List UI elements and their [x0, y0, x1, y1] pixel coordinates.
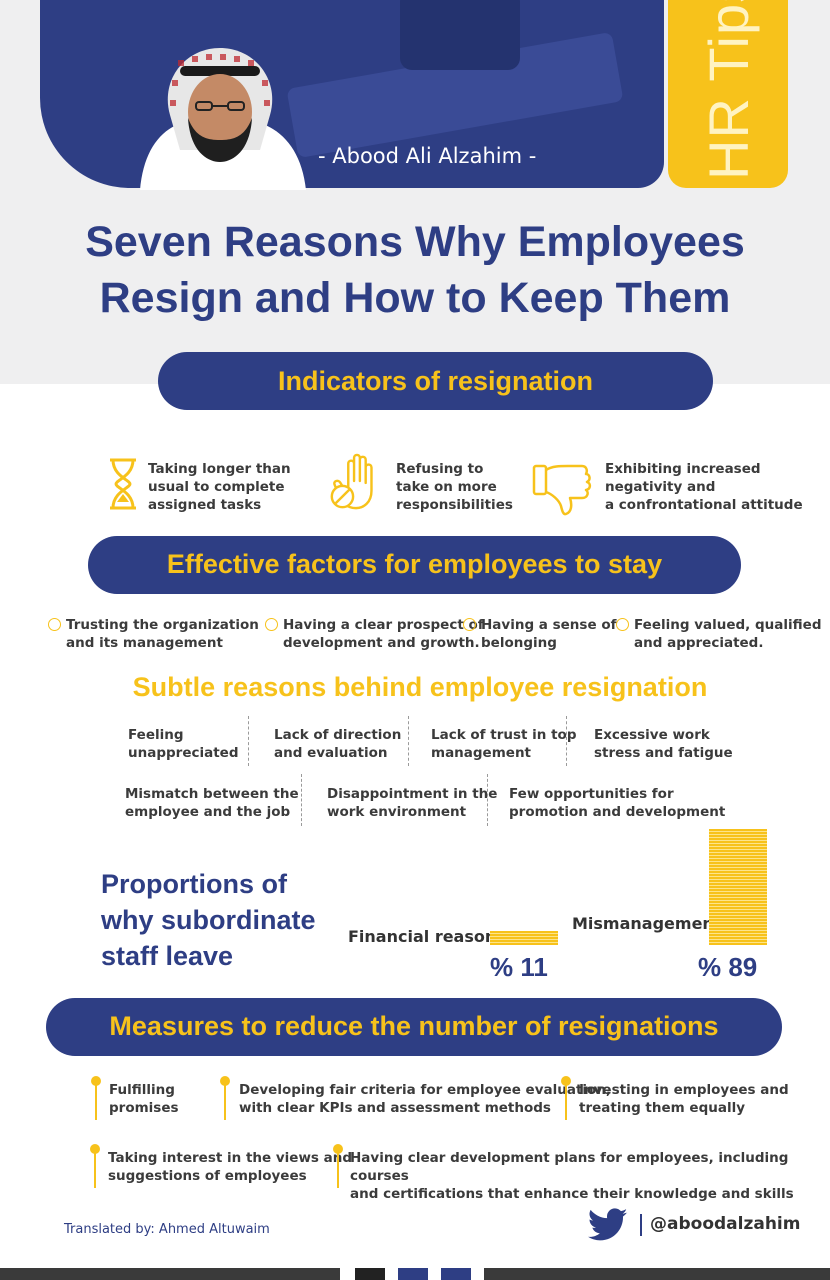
factor-2: Having a clear prospect of development an… [283, 617, 484, 651]
pin-icon [561, 1076, 571, 1086]
proportions-title: Proportions of why subordinate staff lea… [101, 869, 316, 971]
measure-5: Having clear development plans for emplo… [350, 1150, 794, 1202]
divider [565, 1084, 567, 1120]
translator-credit: Translated by: Ahmed Altuwaim [64, 1222, 270, 1237]
divider [640, 1214, 642, 1236]
page-title: Seven Reasons Why Employees Resign and H… [0, 214, 830, 326]
value-label-financial: % 11 [490, 952, 548, 982]
subtle-reason-3: Lack of trust in top management [431, 727, 577, 761]
subtle-reason-2: Lack of direction and evaluation [274, 727, 402, 761]
divider [487, 774, 488, 826]
value-label-mismanagement: % 89 [698, 952, 758, 982]
subtle-reason-7: Few opportunities for promotion and devel… [509, 786, 726, 820]
measure-2: Developing fair criteria for employee ev… [239, 1082, 612, 1116]
pin-icon [91, 1076, 101, 1086]
pin-icon [220, 1076, 230, 1086]
divider [94, 1152, 96, 1188]
footer-block [441, 1268, 471, 1280]
factor-4: Feeling valued, qualified and appreciated… [634, 617, 822, 651]
author-portrait [140, 48, 306, 190]
footer-block [355, 1268, 385, 1280]
divider [248, 716, 249, 766]
hr-tips-label: HR Tips [697, 0, 760, 180]
measure-4: Taking interest in the views and suggesti… [108, 1150, 353, 1184]
divider [301, 774, 302, 826]
indicator-2: Refusing to take on more responsibilitie… [396, 461, 513, 513]
footer-block [398, 1268, 428, 1280]
thumbs-down-icon [532, 464, 592, 516]
bullet-icon [265, 618, 278, 631]
subtle-reason-1: Feeling unappreciated [128, 727, 239, 761]
title-line-2: Resign and How to Keep Them [99, 274, 731, 322]
divider [337, 1152, 339, 1188]
bar-label-mismanagement: Mismanagement [572, 914, 722, 933]
subtle-reason-5: Mismatch between the employee and the job [125, 786, 299, 820]
divider [566, 716, 567, 766]
title-line-1: Seven Reasons Why Employees [85, 218, 745, 266]
hr-tips-tab: HR Tips [668, 0, 788, 188]
subtle-reason-6: Disappointment in the work environment [327, 786, 498, 820]
subtle-heading: Subtle reasons behind employee resignati… [132, 672, 708, 702]
indicator-3: Exhibiting increased negativity and a co… [605, 461, 803, 513]
indicator-1: Taking longer than usual to complete ass… [148, 461, 291, 513]
bar-financial [490, 931, 558, 945]
factors-heading: Effective factors for employees to stay [88, 536, 741, 594]
subtle-reason-4: Excessive work stress and fatigue [594, 727, 733, 761]
hourglass-icon [110, 458, 136, 510]
pin-icon [90, 1144, 100, 1154]
measure-1: Fulfilling promises [109, 1082, 179, 1116]
divider [408, 716, 409, 766]
measure-3: Investing in employees and treating them … [579, 1082, 789, 1116]
pin-icon [333, 1144, 343, 1154]
divider [95, 1084, 97, 1120]
factor-1: Trusting the organization and its managem… [66, 617, 259, 651]
divider [224, 1084, 226, 1120]
bullet-icon [48, 618, 61, 631]
hero-banner [40, 0, 664, 188]
factor-3: Having a sense of belonging [481, 617, 617, 651]
twitter-bird-icon[interactable] [588, 1208, 628, 1242]
measures-heading: Measures to reduce the number of resigna… [46, 998, 782, 1056]
bar-label-financial: Financial reasons [348, 927, 506, 946]
bar-mismanagement [709, 829, 767, 945]
stop-hand-icon [330, 453, 373, 510]
footer-bar [484, 1268, 830, 1280]
bullet-icon [463, 618, 476, 631]
twitter-handle[interactable]: @aboodalzahim [650, 1214, 801, 1234]
indicators-heading: Indicators of resignation [158, 352, 713, 410]
footer-bar [0, 1268, 340, 1280]
bullet-icon [616, 618, 629, 631]
author-name: - Abood Ali Alzahim - [318, 144, 537, 168]
